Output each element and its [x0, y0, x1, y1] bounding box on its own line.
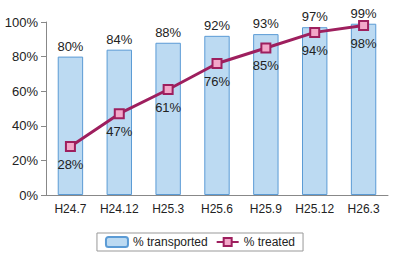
- svg-text:H25.6: H25.6: [201, 202, 233, 216]
- svg-text:100%: 100%: [5, 15, 39, 30]
- svg-text:93%: 93%: [253, 16, 279, 31]
- svg-text:99%: 99%: [351, 6, 377, 21]
- svg-text:80%: 80%: [57, 39, 83, 54]
- svg-text:84%: 84%: [106, 32, 132, 47]
- svg-text:28%: 28%: [57, 157, 83, 172]
- svg-text:97%: 97%: [302, 9, 328, 24]
- svg-text:% treated: % treated: [244, 235, 295, 249]
- svg-text:85%: 85%: [253, 58, 279, 73]
- svg-text:80%: 80%: [12, 49, 38, 64]
- svg-text:H24.12: H24.12: [100, 202, 139, 216]
- svg-text:20%: 20%: [12, 153, 38, 168]
- svg-text:92%: 92%: [204, 18, 230, 33]
- svg-text:60%: 60%: [12, 84, 38, 99]
- svg-text:98%: 98%: [351, 36, 377, 51]
- svg-text:47%: 47%: [106, 124, 132, 139]
- svg-text:88%: 88%: [155, 25, 181, 40]
- svg-text:H25.12: H25.12: [295, 202, 334, 216]
- svg-text:H25.3: H25.3: [152, 202, 184, 216]
- svg-text:H25.9: H25.9: [250, 202, 282, 216]
- svg-text:H26.3: H26.3: [348, 202, 380, 216]
- svg-text:% transported: % transported: [133, 235, 208, 249]
- svg-text:76%: 76%: [204, 74, 230, 89]
- svg-text:H24.7: H24.7: [54, 202, 86, 216]
- svg-text:40%: 40%: [12, 118, 38, 133]
- svg-text:94%: 94%: [302, 43, 328, 58]
- svg-text:61%: 61%: [155, 100, 181, 115]
- svg-text:0%: 0%: [19, 188, 38, 203]
